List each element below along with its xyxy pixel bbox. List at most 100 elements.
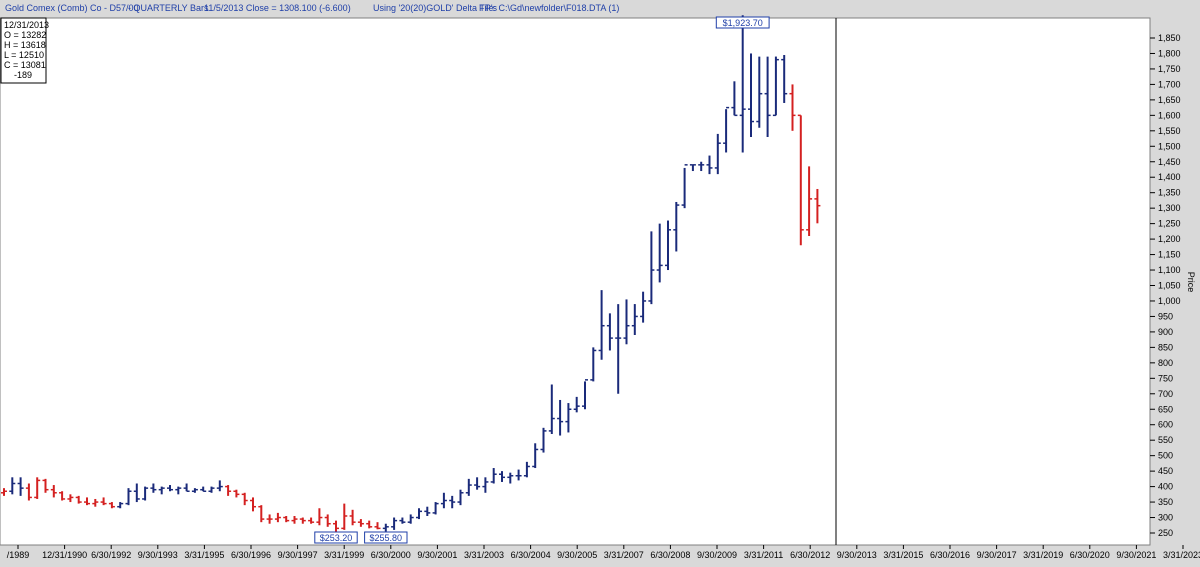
x-tick-label: 3/31/2015 — [883, 550, 923, 560]
ohlc-bar — [117, 502, 124, 509]
ohlc-bar — [689, 164, 696, 172]
y-tick-label: 1,350 — [1158, 188, 1181, 198]
ohlc-bar — [167, 485, 173, 492]
header-close-info: 11/5/2013 Close = 1308.100 (-6.600) — [204, 3, 351, 13]
x-tick-label: 6/30/2016 — [930, 550, 970, 560]
ohlc-close: C = 13081 — [4, 60, 46, 70]
header-using: Using '20(20)GOLD' Delta TP's — [373, 3, 498, 13]
y-tick-label: 1,300 — [1158, 203, 1181, 213]
y-tick-label: 300 — [1158, 513, 1173, 523]
ohlc-bar — [208, 486, 215, 493]
ohlc-bar — [258, 505, 265, 523]
ohlc-bar — [42, 478, 49, 493]
ohlc-bar — [673, 201, 680, 252]
ohlc-bar — [781, 55, 788, 103]
x-tick-label: 6/30/2000 — [371, 550, 411, 560]
ohlc-bar — [540, 427, 547, 453]
y-tick-label: 350 — [1158, 497, 1173, 507]
ohlc-bar — [739, 15, 746, 153]
ohlc-bar — [67, 494, 74, 503]
ohlc-bar — [92, 498, 99, 507]
ohlc-box-frame — [0, 17, 47, 84]
ohlc-date: 12/31/2013 — [4, 20, 49, 30]
annotation-label: $255.80 — [370, 533, 403, 543]
ohlc-low: L = 12510 — [4, 50, 44, 60]
x-tick-label: 3/31/1995 — [184, 550, 224, 560]
y-tick-label: 1,200 — [1158, 234, 1181, 244]
ohlc-bar — [449, 495, 456, 509]
x-tick-label: 6/30/2012 — [790, 550, 830, 560]
ohlc-bar — [764, 56, 771, 137]
ohlc-bar — [474, 477, 481, 490]
ohlc-bar — [34, 477, 41, 499]
ohlc-bar — [341, 503, 348, 530]
ohlc-bar — [125, 488, 132, 506]
ohlc-bar — [465, 478, 472, 496]
ohlc-info-box: 12/31/2013 O = 13282 H = 13618 L = 12510… — [0, 17, 49, 84]
ohlc-bar — [623, 299, 630, 345]
ohlc-bar — [142, 486, 149, 501]
ohlc-bar — [772, 56, 779, 117]
ohlc-bar — [108, 502, 115, 509]
ohlc-bar — [582, 379, 588, 410]
y-tick-label: 1,700 — [1158, 79, 1181, 89]
ohlc-bar — [440, 492, 447, 509]
price-annotation: $253.20 — [314, 531, 358, 544]
ohlc-bar — [382, 523, 389, 532]
ohlc-bar — [548, 384, 555, 434]
ohlc-bar — [357, 519, 364, 527]
ohlc-bar — [731, 81, 738, 117]
ohlc-bar — [557, 399, 564, 436]
ohlc-bar — [1, 488, 7, 496]
x-tick-label: 3/31/1999 — [324, 550, 364, 560]
ohlc-bar — [706, 155, 713, 175]
ohlc-bar — [266, 514, 273, 524]
y-tick-label: 400 — [1158, 482, 1173, 492]
annotation-label: $253.20 — [320, 533, 353, 543]
header-instrument: Gold Comex (Comb) Co - D57/00 — [5, 3, 139, 13]
ohlc-bar — [756, 56, 763, 128]
ohlc-bar — [507, 472, 514, 484]
y-tick-label: 1,850 — [1158, 33, 1181, 43]
ohlc-bar — [158, 486, 165, 495]
x-tick-label: 9/30/2017 — [977, 550, 1017, 560]
ohlc-bar — [150, 483, 157, 493]
x-tick-label: 6/30/2020 — [1070, 550, 1110, 560]
y-tick-label: 1,800 — [1158, 48, 1181, 58]
ohlc-bar — [523, 461, 530, 478]
y-tick-label: 800 — [1158, 358, 1173, 368]
ohlc-change: -189 — [14, 70, 32, 80]
x-tick-label: 9/30/1993 — [138, 550, 178, 560]
ohlc-bar — [656, 223, 663, 283]
ohlc-bar — [665, 220, 671, 271]
y-tick-label: 900 — [1158, 327, 1173, 337]
ohlc-bar — [432, 502, 439, 515]
y-tick-label: 700 — [1158, 389, 1173, 399]
ohlc-bar — [407, 514, 414, 524]
y-tick-label: 550 — [1158, 435, 1173, 445]
ohlc-bar — [748, 53, 754, 137]
ohlc-bar — [698, 161, 705, 172]
ohlc-bar — [490, 468, 497, 484]
annotation-box — [314, 531, 358, 544]
ohlc-bar — [291, 515, 298, 524]
ohlc-bar — [565, 403, 572, 433]
ohlc-bar — [84, 497, 90, 506]
ohlc-bar — [723, 106, 730, 153]
ohlc-bar — [482, 477, 489, 493]
y-tick-label: 1,550 — [1158, 126, 1181, 136]
ohlc-bar — [797, 114, 804, 246]
y-axis-label: Price — [1186, 272, 1196, 293]
ohlc-bar — [349, 509, 356, 526]
x-tick-label: 6/30/1996 — [231, 550, 271, 560]
ohlc-bar — [299, 517, 306, 524]
ohlc-bar — [789, 84, 796, 131]
ohlc-high: H = 13618 — [4, 40, 46, 50]
x-tick-label: 3/31/2003 — [464, 550, 504, 560]
ohlc-bar — [814, 188, 821, 224]
y-tick-label: 1,500 — [1158, 141, 1181, 151]
ohlc-bar — [200, 486, 207, 492]
plot-area — [0, 17, 1151, 546]
ohlc-bar — [615, 304, 622, 394]
